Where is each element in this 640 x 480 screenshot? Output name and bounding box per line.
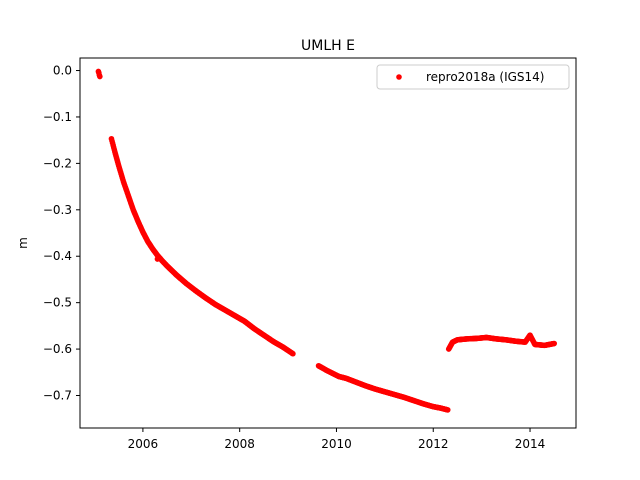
y-tick-label: −0.6 <box>43 342 72 356</box>
y-axis-ticks: 0.0 −0.1 −0.2 −0.3 −0.4 −0.5 −0.6 −0.7 <box>43 64 80 403</box>
legend-label: repro2018a (IGS14) <box>426 70 544 84</box>
data-point <box>97 73 103 80</box>
x-tick-label: 2010 <box>321 437 352 451</box>
y-axis-label: m <box>16 237 30 249</box>
legend-box <box>376 64 570 90</box>
x-tick-label: 2006 <box>128 437 159 451</box>
y-tick-label: −0.2 <box>43 156 72 170</box>
plot-area <box>80 58 576 428</box>
y-tick-label: −0.7 <box>43 389 72 403</box>
y-tick-label: −0.1 <box>43 110 72 124</box>
data-point <box>551 340 558 347</box>
legend: repro2018a (IGS14) <box>376 64 570 90</box>
plot-frame <box>79 57 577 429</box>
x-tick-label: 2012 <box>418 437 449 451</box>
data-point <box>444 407 451 413</box>
data-point <box>290 350 296 357</box>
y-tick-label: −0.3 <box>43 203 72 217</box>
x-tick-label: 2008 <box>224 437 255 451</box>
chart-title: UMLH E <box>301 38 355 54</box>
x-axis-ticks: 2006 2008 2010 2012 2014 <box>128 428 546 451</box>
data-points <box>95 68 558 413</box>
legend-marker <box>396 74 402 80</box>
data-point <box>154 256 161 262</box>
y-tick-label: −0.4 <box>43 249 72 263</box>
y-tick-label: −0.5 <box>43 296 72 310</box>
y-tick-label: 0.0 <box>53 64 72 78</box>
x-tick-label: 2014 <box>515 437 546 451</box>
